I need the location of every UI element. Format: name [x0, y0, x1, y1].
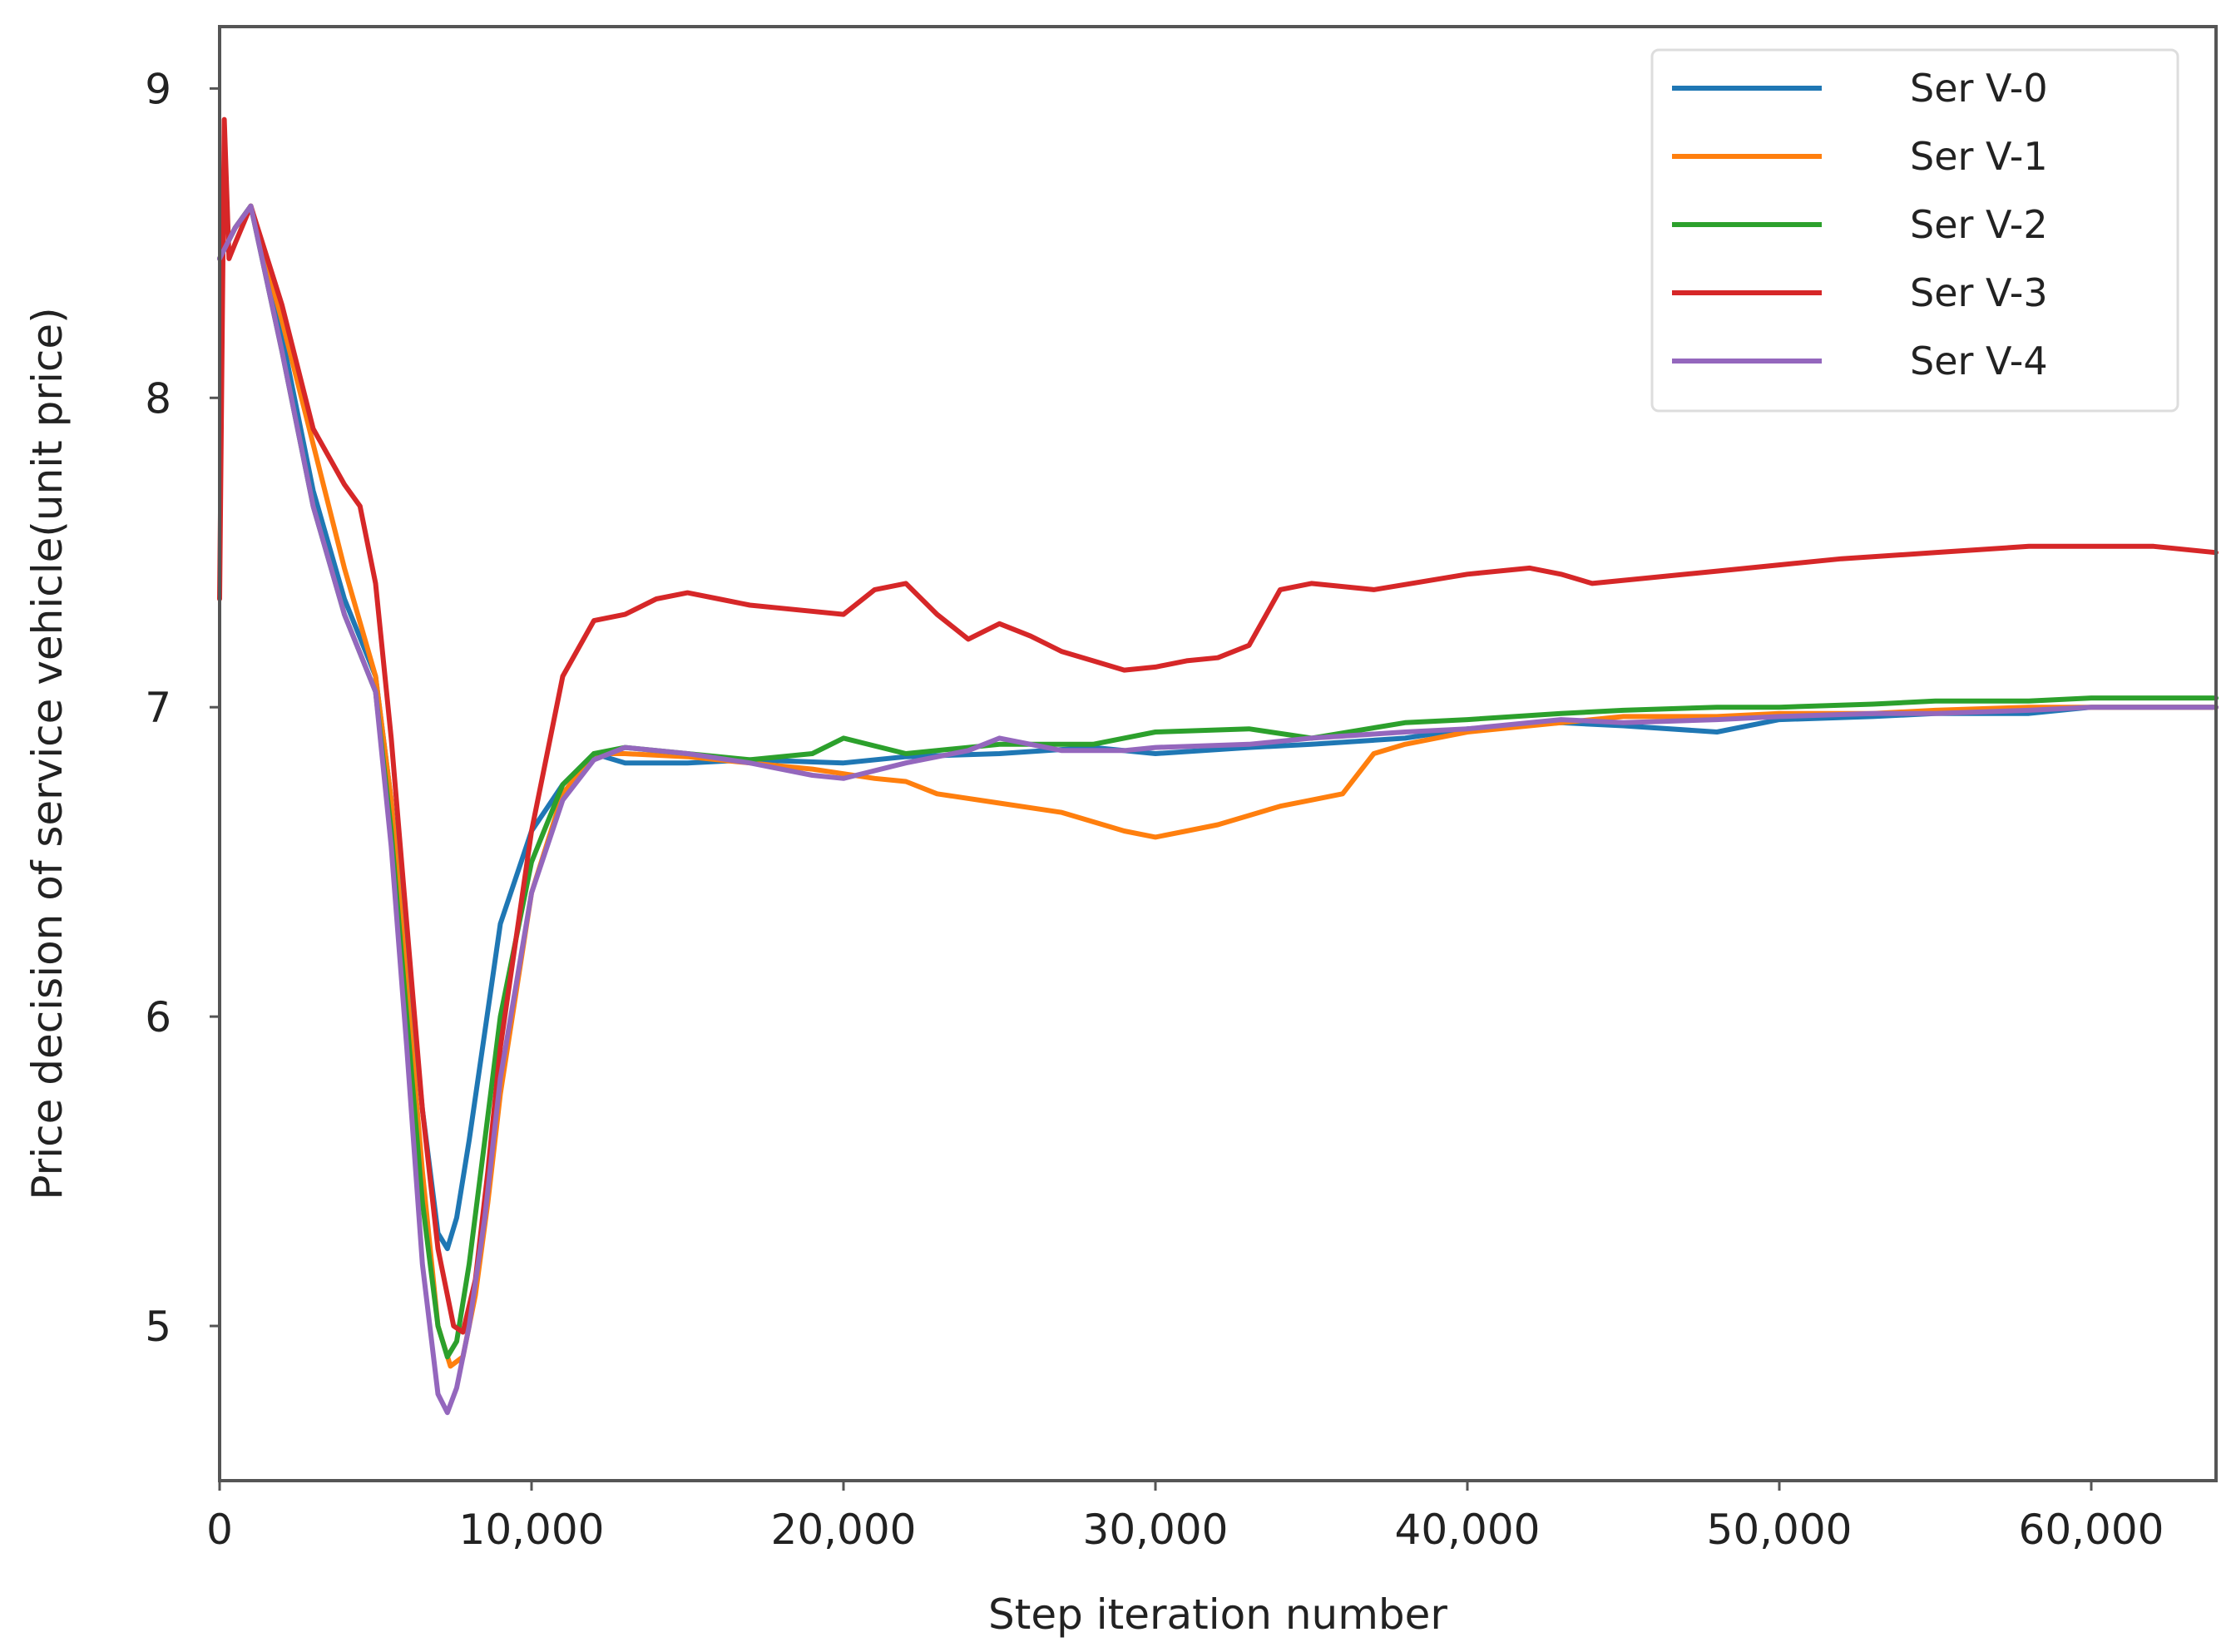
legend-label-3: Ser V-3	[1910, 270, 2048, 315]
y-tick-label: 7	[145, 684, 171, 732]
series-line-3	[217, 116, 2219, 1335]
x-tick-label: 50,000	[1707, 1506, 1853, 1554]
y-tick-label: 9	[145, 65, 171, 113]
y-axis-label: Price decision of service vehicle(unit p…	[23, 307, 72, 1199]
series-line-1	[217, 203, 2219, 1369]
x-tick-label: 10,000	[459, 1506, 605, 1554]
x-tick-label: 0	[206, 1506, 233, 1554]
y-tick-label: 5	[145, 1303, 171, 1351]
x-tick-label: 40,000	[1395, 1506, 1541, 1554]
legend-label-4: Ser V-4	[1910, 339, 2048, 383]
plot-series-group	[217, 116, 2219, 1416]
legend-label-1: Ser V-1	[1910, 134, 2048, 179]
x-axis-ticks: 0 10,000 20,000 30,000 40,000 50,000 60,000	[206, 1481, 2164, 1554]
legend-label-0: Ser V-0	[1910, 66, 2048, 111]
legend-label-2: Ser V-2	[1910, 202, 2048, 247]
x-tick-label: 20,000	[771, 1506, 917, 1554]
y-tick-label: 8	[145, 374, 171, 423]
y-axis-ticks: 5 6 7 8 9	[145, 65, 220, 1351]
y-tick-label: 6	[145, 993, 171, 1041]
x-tick-label: 60,000	[2019, 1506, 2164, 1554]
legend-box	[1650, 48, 2179, 413]
plot-frame	[218, 25, 2218, 1482]
legend: Ser V-0 Ser V-1 Ser V-2 Ser V-3 Ser V-4	[1650, 48, 2179, 413]
series-line-4	[217, 203, 2219, 1416]
x-axis-label: Step iteration number	[988, 1590, 1447, 1639]
x-tick-label: 30,000	[1083, 1506, 1229, 1554]
